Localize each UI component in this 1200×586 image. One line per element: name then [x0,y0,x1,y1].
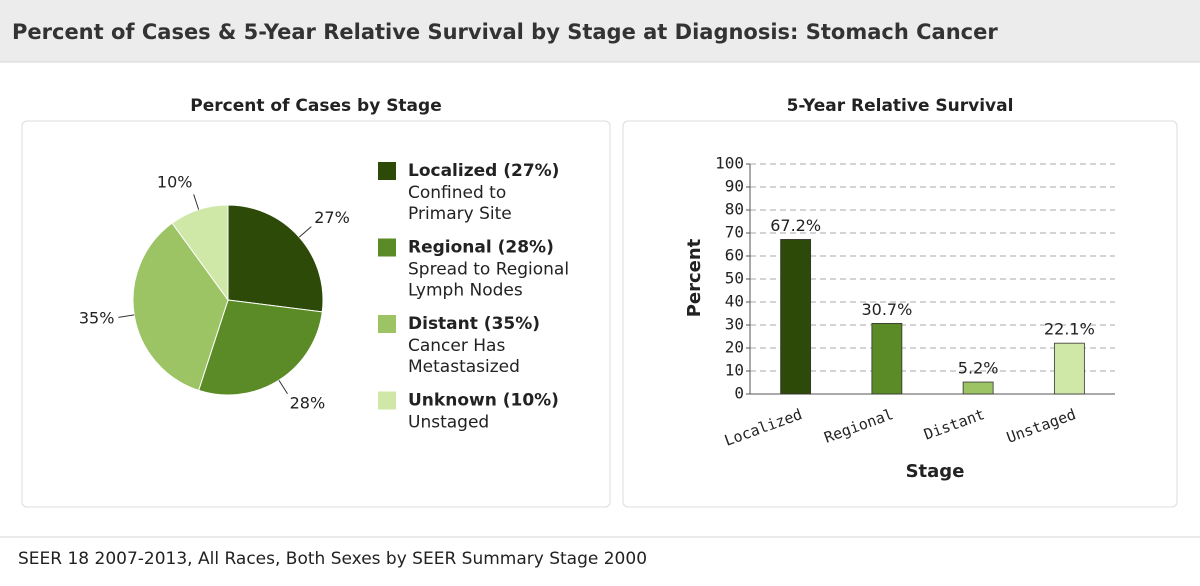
leader-line [193,194,200,210]
slice-label: 10% [157,173,193,192]
legend-description: Spread to Regional [408,260,569,280]
slice-label: 35% [79,309,115,328]
legend-description: Primary Site [408,204,512,224]
y-tick-label: 10 [725,361,744,380]
legend-swatch [378,162,396,180]
bar [780,239,812,395]
y-tick-label: 0 [734,384,744,403]
legend-label: Distant (35%) [408,314,540,334]
value-label: 5.2% [958,359,999,378]
footer-note: SEER 18 2007-2013, All Races, Both Sexes… [18,549,647,569]
pie-title: Percent of Cases by Stage [190,96,441,116]
legend-description: Confined to [408,183,506,203]
x-axis-label: Stage [906,461,965,482]
y-axis-label: Percent [684,238,705,317]
legend-label: Unknown (10%) [408,391,559,411]
leader-line [118,314,135,318]
pie-slice [198,299,323,396]
y-tick-label: 50 [725,269,744,288]
y-tick-label: 40 [725,292,744,311]
y-tick-label: 20 [725,338,744,357]
y-tick-label: 80 [725,200,744,219]
legend-description: Metastasized [408,357,520,377]
leader-line [298,226,312,238]
leader-line [278,379,288,394]
bar-title: 5-Year Relative Survival [787,96,1014,116]
legend-description: Cancer Has [408,336,505,356]
value-label: 22.1% [1044,320,1095,339]
bar [1053,342,1085,395]
y-tick-label: 70 [725,223,744,242]
page-title: Percent of Cases & 5-Year Relative Survi… [12,20,998,44]
y-tick-label: 90 [725,177,744,196]
slice-label: 27% [314,208,350,227]
legend-label: Regional (28%) [408,238,554,258]
legend-swatch [378,238,396,257]
y-tick-label: 60 [725,246,744,265]
bar-panel [622,120,1178,508]
bar [871,322,903,395]
legend-label: Localized (27%) [408,161,559,181]
legend-description: Unstaged [408,413,489,433]
legend-swatch [378,315,396,333]
legend-swatch [378,391,396,410]
y-tick-label: 100 [715,154,744,173]
legend-description: Lymph Nodes [408,281,523,301]
value-label: 67.2% [770,216,821,235]
y-tick-label: 30 [725,315,744,334]
bar [962,381,994,395]
value-label: 30.7% [861,300,912,319]
slice-label: 28% [290,393,326,412]
header-band [0,0,1200,62]
